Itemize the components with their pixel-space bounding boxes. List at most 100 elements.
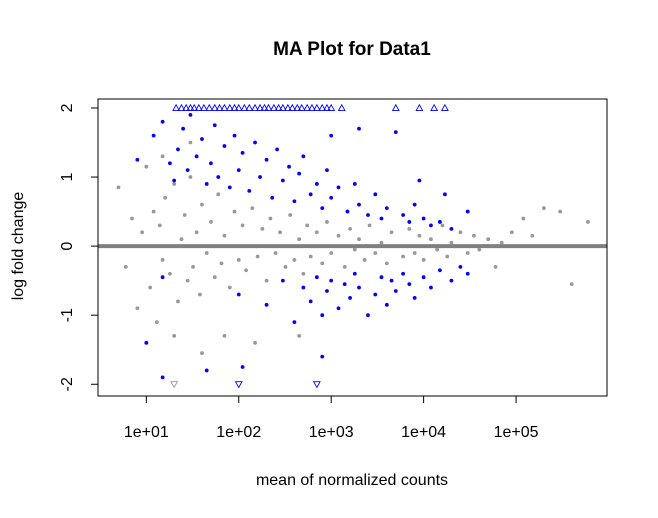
point [135,306,140,311]
point [227,185,232,190]
point [429,237,433,242]
point [301,285,306,290]
point [440,223,445,228]
point [212,275,217,280]
point [449,278,454,283]
point [219,261,224,266]
clipped-point [177,103,186,111]
point [458,230,463,235]
point [530,233,535,238]
point [188,112,193,117]
point [379,216,384,221]
point [407,282,412,287]
point [357,285,361,290]
point [325,289,329,293]
point [384,261,389,266]
point [172,178,177,183]
clipped-point [278,103,287,111]
clipped-point [430,103,439,111]
point [429,285,433,290]
point [329,278,334,283]
point [168,271,172,276]
point [437,220,442,224]
point [209,220,213,224]
point [160,258,165,262]
point [188,175,193,179]
point [240,223,245,228]
y-axis-label: log fold change [10,192,27,301]
point [342,282,347,287]
clipped-point [210,103,219,111]
point [144,340,149,345]
point [437,268,442,273]
point [314,275,319,280]
point [188,140,193,145]
clipped-point [308,103,316,111]
clipped-point [327,103,336,111]
clipped-point [194,103,203,111]
x-tick-label: 1e+04 [401,424,446,441]
point [329,195,334,200]
point [247,188,252,193]
point [320,261,325,266]
point [148,285,153,290]
point [499,240,504,245]
clipped-point [170,381,179,389]
point [236,168,241,173]
point [435,247,440,252]
point [357,126,361,131]
clipped-point [234,103,243,111]
clipped-point [220,103,229,111]
point [278,230,282,235]
point [445,254,450,259]
point [320,206,325,211]
point [179,237,184,242]
point [181,126,186,131]
point [301,271,306,276]
point [216,175,221,179]
point [116,185,121,190]
clipped-point [391,103,400,111]
point [393,130,398,135]
clipped-point [293,103,302,111]
point [412,202,417,207]
point [373,292,378,297]
point [509,230,514,235]
point [362,258,367,262]
point [200,202,204,207]
point [244,268,248,273]
point [222,334,227,338]
point [160,154,165,159]
point [154,320,159,324]
point [301,154,306,159]
point [325,220,329,224]
point [401,271,406,276]
point [366,213,370,217]
point [157,223,162,228]
y-tick-label: 1 [59,173,76,182]
point [314,182,319,186]
point [176,299,180,304]
point [297,171,302,176]
point [236,258,241,262]
point [204,251,209,255]
point [308,299,313,304]
point [288,213,293,217]
point [253,340,257,345]
point [194,230,199,235]
point [329,133,334,138]
point [569,282,574,287]
clipped-point [205,103,214,111]
point [348,296,352,300]
point [292,320,297,324]
point [429,223,433,228]
point [367,223,372,228]
point [477,247,482,252]
plot-border [97,98,608,397]
point [389,278,394,283]
point [458,264,463,269]
point [417,233,422,238]
point [212,123,217,128]
point [541,206,546,211]
point [198,292,202,297]
